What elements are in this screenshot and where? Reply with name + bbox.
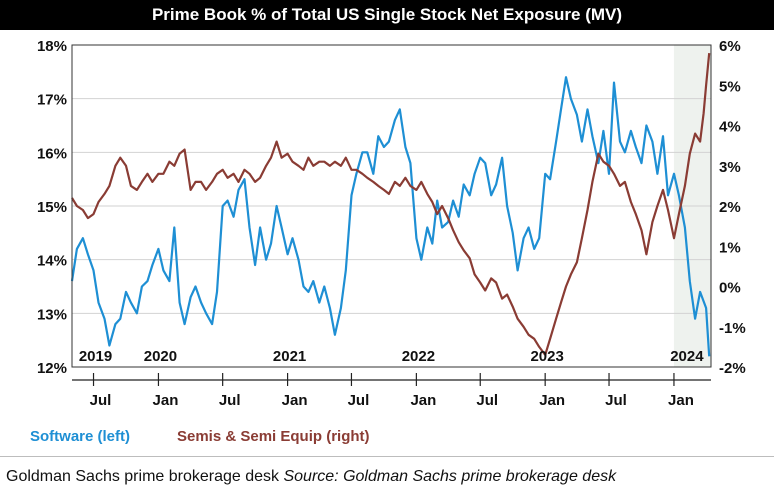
year-label: 2019 — [79, 348, 112, 365]
right-tick-label: -1% — [719, 320, 746, 337]
x-tick-label: Jul — [348, 392, 370, 409]
left-tick-label: 16% — [37, 145, 67, 162]
left-tick-label: 14% — [37, 253, 67, 270]
x-tick-label: Jan — [410, 392, 436, 409]
chart-title: Prime Book % of Total US Single Stock Ne… — [0, 0, 774, 30]
source-caption: Goldman Sachs prime brokerage desk Sourc… — [6, 468, 616, 486]
series-semis-line — [71, 52, 711, 356]
right-tick-label: 3% — [719, 159, 741, 176]
caption-divider — [0, 456, 774, 457]
x-tick-label: Jul — [605, 392, 627, 409]
x-tick-label: Jul — [219, 392, 241, 409]
right-tick-label: 5% — [719, 78, 741, 95]
left-tick-label: 15% — [37, 199, 67, 216]
chart-plot: 12% 13% 14% 15% 16% 17% 18% -2% -1% 0% 1% 2% 3% 4% 5%… — [37, 38, 746, 409]
legend-software: Software (left) — [30, 428, 131, 445]
year-label: 2024 — [670, 348, 704, 365]
year-label: 2022 — [402, 348, 435, 365]
right-tick-label: -2% — [719, 360, 746, 377]
series-layer — [70, 52, 711, 357]
x-tick-label: Jan — [153, 392, 179, 409]
year-label: 2020 — [144, 348, 177, 365]
right-tick-label: 0% — [719, 280, 741, 297]
x-tick-label: Jan — [668, 392, 694, 409]
left-tick-label: 18% — [37, 38, 67, 55]
left-tick-label: 12% — [37, 360, 67, 377]
right-axis: -2% -1% 0% 1% 2% 3% 4% 5% 6% — [719, 38, 746, 377]
series-software-line — [70, 76, 711, 357]
legend-semis: Semis & Semi Equip (right) — [177, 428, 370, 445]
x-tick-label: Jan — [282, 392, 308, 409]
right-tick-label: 6% — [719, 38, 741, 55]
source-label: Source: Goldman Sachs prime brokerage de… — [283, 468, 617, 485]
x-axis: Jul Jan Jul Jan Jul Jan Jul Jan Jul Jan — [72, 373, 711, 409]
right-tick-label: 2% — [719, 199, 741, 216]
left-tick-label: 17% — [37, 92, 67, 109]
left-axis: 12% 13% 14% 15% 16% 17% 18% — [37, 38, 67, 377]
plot-frame — [71, 44, 712, 368]
x-tick-label: Jul — [90, 392, 112, 409]
right-tick-label: 4% — [719, 119, 741, 136]
year-label: 2021 — [273, 348, 306, 365]
source-org: Goldman Sachs prime brokerage desk — [6, 468, 280, 485]
left-tick-label: 13% — [37, 306, 67, 323]
year-labels: 2019 2020 2021 2022 2023 2024 — [79, 348, 704, 365]
x-tick-label: Jan — [539, 392, 565, 409]
right-tick-label: 1% — [719, 239, 741, 256]
year-label: 2023 — [530, 348, 563, 365]
x-tick-label: Jul — [476, 392, 498, 409]
